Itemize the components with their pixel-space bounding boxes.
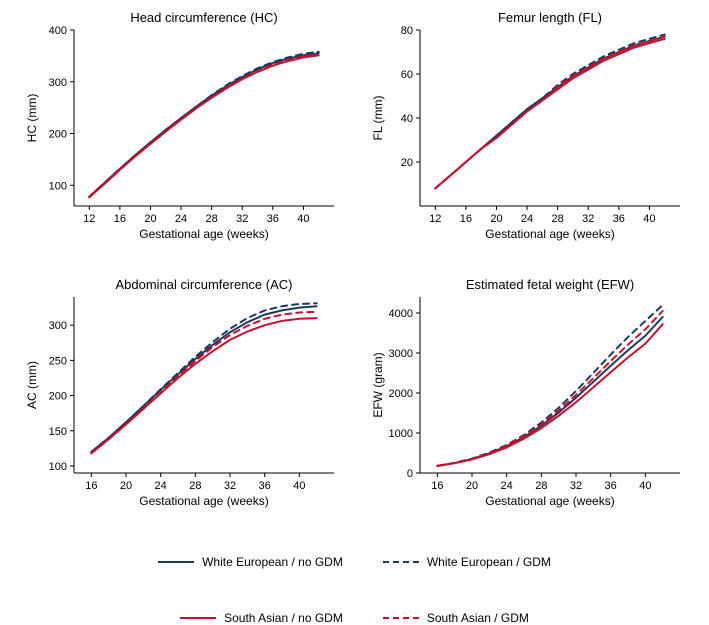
xtick-label: 36 <box>613 213 625 225</box>
xtick-label: 32 <box>570 480 582 492</box>
panel-title: Head circumference (HC) <box>130 10 277 25</box>
xtick-label: 28 <box>535 480 547 492</box>
xtick-label: 28 <box>206 213 218 225</box>
legend-swatch <box>383 561 419 563</box>
legend-item: White European / GDM <box>383 555 551 569</box>
xtick-label: 20 <box>120 480 132 492</box>
y-axis-label: HC (mm) <box>25 94 39 143</box>
panel-efw: Estimated fetal weight (EFW) 0 1000 2000 300… <box>368 275 688 515</box>
xtick-label: 24 <box>175 213 187 225</box>
xtick-label: 16 <box>460 213 472 225</box>
xtick-label: 40 <box>293 480 305 492</box>
panel-fl: Femur length (FL) 20 40 60 80 12 16 20 24 28 32 36 4… <box>368 8 688 248</box>
panel-hc: Head circumference (HC) 100 200 300 400 12 16 2… <box>22 8 342 248</box>
xtick-label: 20 <box>490 213 502 225</box>
ytick-label: 2000 <box>389 388 413 400</box>
xtick-label: 36 <box>259 480 271 492</box>
ytick-label: 4000 <box>389 308 413 320</box>
ytick-label: 0 <box>407 468 413 480</box>
xtick-label: 32 <box>224 480 236 492</box>
xtick-label: 16 <box>114 213 126 225</box>
xtick-label: 40 <box>643 213 655 225</box>
ytick-label: 300 <box>49 320 67 332</box>
ytick-label: 60 <box>401 69 413 81</box>
xtick-label: 32 <box>236 213 248 225</box>
ytick-label: 200 <box>49 391 67 403</box>
x-axis-label: Gestational age (weeks) <box>485 494 614 508</box>
xtick-label: 28 <box>189 480 201 492</box>
xtick-label: 36 <box>605 480 617 492</box>
xtick-label: 16 <box>431 480 443 492</box>
ytick-label: 150 <box>49 426 67 438</box>
legend-label: White European / no GDM <box>202 555 343 569</box>
xtick-label: 12 <box>429 213 441 225</box>
legend-item: White European / no GDM <box>158 555 343 569</box>
panel-title: Estimated fetal weight (EFW) <box>466 277 634 292</box>
x-axis-label: Gestational age (weeks) <box>139 227 268 241</box>
xtick-label: 20 <box>144 213 156 225</box>
xtick-label: 40 <box>639 480 651 492</box>
ytick-label: 80 <box>401 25 413 37</box>
ytick-label: 100 <box>49 180 67 192</box>
xtick-label: 24 <box>155 480 167 492</box>
ytick-label: 200 <box>49 129 67 141</box>
xtick-label: 24 <box>501 480 513 492</box>
ytick-label: 40 <box>401 113 413 125</box>
xtick-label: 24 <box>521 213 533 225</box>
x-axis-label: Gestational age (weeks) <box>139 494 268 508</box>
xtick-label: 20 <box>466 480 478 492</box>
panel-title: Abdominal circumference (AC) <box>115 277 292 292</box>
legend: White European / no GDM White European / … <box>0 555 709 625</box>
ytick-label: 300 <box>49 77 67 89</box>
legend-swatch <box>158 561 194 563</box>
panel-title: Femur length (FL) <box>498 10 602 25</box>
ytick-label: 20 <box>401 157 413 169</box>
ytick-label: 400 <box>49 25 67 37</box>
ytick-label: 250 <box>49 355 67 367</box>
ytick-label: 1000 <box>389 428 413 440</box>
legend-swatch <box>180 617 216 619</box>
y-axis-label: EFW (gram) <box>371 352 385 417</box>
x-axis-label: Gestational age (weeks) <box>485 227 614 241</box>
xtick-label: 28 <box>552 213 564 225</box>
xtick-label: 40 <box>297 213 309 225</box>
legend-swatch <box>383 617 419 619</box>
xtick-label: 32 <box>582 213 594 225</box>
xtick-label: 12 <box>83 213 95 225</box>
y-axis-label: FL (mm) <box>371 96 385 141</box>
growth-chart-figure: Head circumference (HC)10020030040012162… <box>0 0 709 623</box>
xtick-label: 16 <box>85 480 97 492</box>
xtick-label: 36 <box>267 213 279 225</box>
legend-label: White European / GDM <box>427 555 551 569</box>
ytick-label: 100 <box>49 461 67 473</box>
y-axis-label: AC (mm) <box>25 361 39 409</box>
panel-ac: Abdominal circumference (AC) 100 150 200 250… <box>22 275 342 515</box>
ytick-label: 3000 <box>389 348 413 360</box>
